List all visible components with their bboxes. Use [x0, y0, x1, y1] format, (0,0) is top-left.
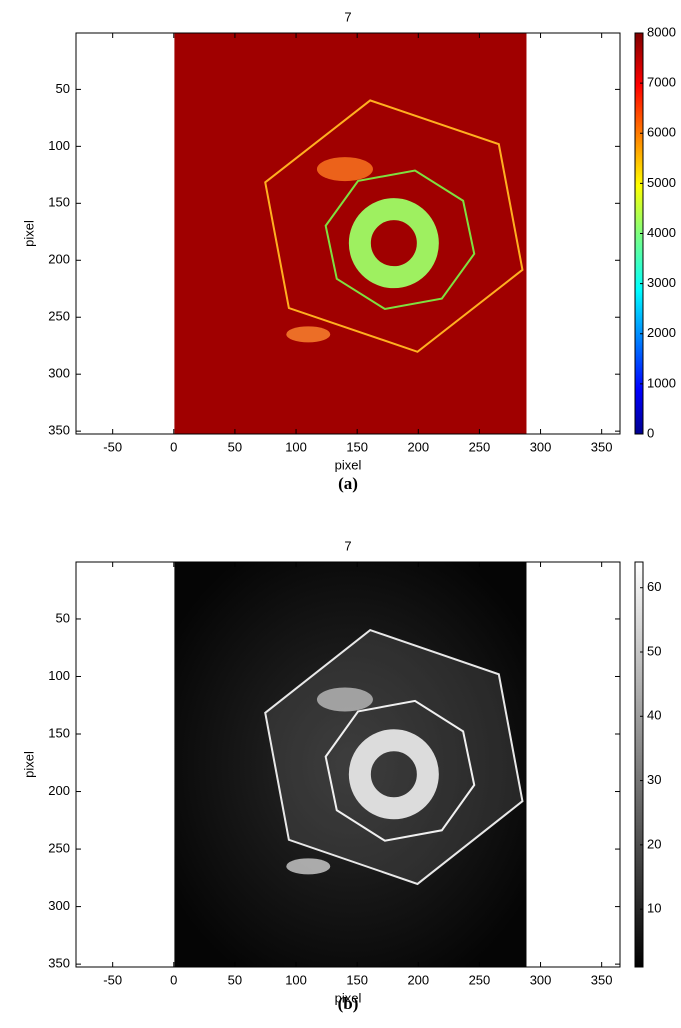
- x-tick-label: 0: [170, 439, 177, 454]
- axes-box: [75, 561, 621, 968]
- colorbar-tick-label: 0: [647, 425, 654, 440]
- y-tick-label: 50: [56, 81, 70, 96]
- caption: (b): [338, 994, 359, 1013]
- axes-box: [75, 32, 621, 435]
- x-tick-label: 200: [407, 439, 429, 454]
- y-tick-label: 50: [56, 610, 70, 625]
- y-tick-label: 200: [48, 783, 70, 798]
- x-tick-label: 250: [469, 439, 491, 454]
- colorbar-tick-label: 3000: [647, 275, 676, 290]
- y-tick-label: 300: [48, 366, 70, 381]
- y-tick-label: 150: [48, 725, 70, 740]
- colorbar-tick-label: 60: [647, 579, 661, 594]
- colorbar-tick-label: 50: [647, 643, 661, 658]
- x-tick-label: 250: [469, 972, 491, 987]
- caption: (a): [338, 474, 358, 493]
- chart-title: 7: [344, 9, 351, 24]
- colorbar-tick-label: 7000: [647, 75, 676, 90]
- x-tick-label: 0: [170, 972, 177, 987]
- chart-title: 7: [344, 538, 351, 553]
- y-tick-label: 100: [48, 668, 70, 683]
- x-tick-label: 150: [346, 972, 368, 987]
- y-axis-label: pixel: [21, 751, 36, 778]
- y-tick-label: 250: [48, 309, 70, 324]
- y-tick-label: 300: [48, 898, 70, 913]
- x-axis-label: pixel: [335, 457, 362, 472]
- patch: [316, 157, 373, 182]
- x-tick-label: -50: [103, 439, 122, 454]
- colorbar-tick-label: 40: [647, 708, 661, 723]
- y-tick-label: 100: [48, 138, 70, 153]
- y-axis-label: pixel: [21, 220, 36, 247]
- patch: [286, 858, 331, 875]
- x-tick-label: 150: [346, 439, 368, 454]
- ring: [348, 198, 439, 289]
- y-tick-label: 350: [48, 956, 70, 971]
- x-tick-label: 300: [530, 439, 552, 454]
- y-tick-label: 150: [48, 195, 70, 210]
- x-tick-label: 350: [591, 439, 613, 454]
- colorbar-tick-label: 5000: [647, 175, 676, 190]
- colorbar-tick-label: 30: [647, 772, 661, 787]
- colorbar-tick-label: 10: [647, 901, 661, 916]
- colorbar-tick-label: 1000: [647, 375, 676, 390]
- x-tick-label: -50: [103, 972, 122, 987]
- y-tick-label: 200: [48, 252, 70, 267]
- octagon-outline: [324, 699, 476, 842]
- colorbar-tick-label: 20: [647, 836, 661, 851]
- ring: [348, 729, 439, 820]
- x-axis-label: pixel: [335, 990, 362, 1005]
- x-tick-label: 100: [285, 972, 307, 987]
- y-tick-label: 250: [48, 841, 70, 856]
- colorbar: [634, 561, 644, 968]
- colorbar-tick-label: 4000: [647, 225, 676, 240]
- x-tick-label: 50: [228, 972, 242, 987]
- y-tick-label: 350: [48, 423, 70, 438]
- x-tick-label: 350: [591, 972, 613, 987]
- octagon-outline: [324, 169, 476, 311]
- hexagon-outline: [264, 99, 524, 353]
- colorbar-tick-label: 6000: [647, 125, 676, 140]
- patch: [286, 326, 331, 343]
- colorbar-tick-label: 2000: [647, 325, 676, 340]
- colorbar-tick-label: 8000: [647, 24, 676, 39]
- x-tick-label: 50: [228, 439, 242, 454]
- patch: [316, 687, 373, 712]
- x-tick-label: 300: [530, 972, 552, 987]
- x-tick-label: 100: [285, 439, 307, 454]
- x-tick-label: 200: [407, 972, 429, 987]
